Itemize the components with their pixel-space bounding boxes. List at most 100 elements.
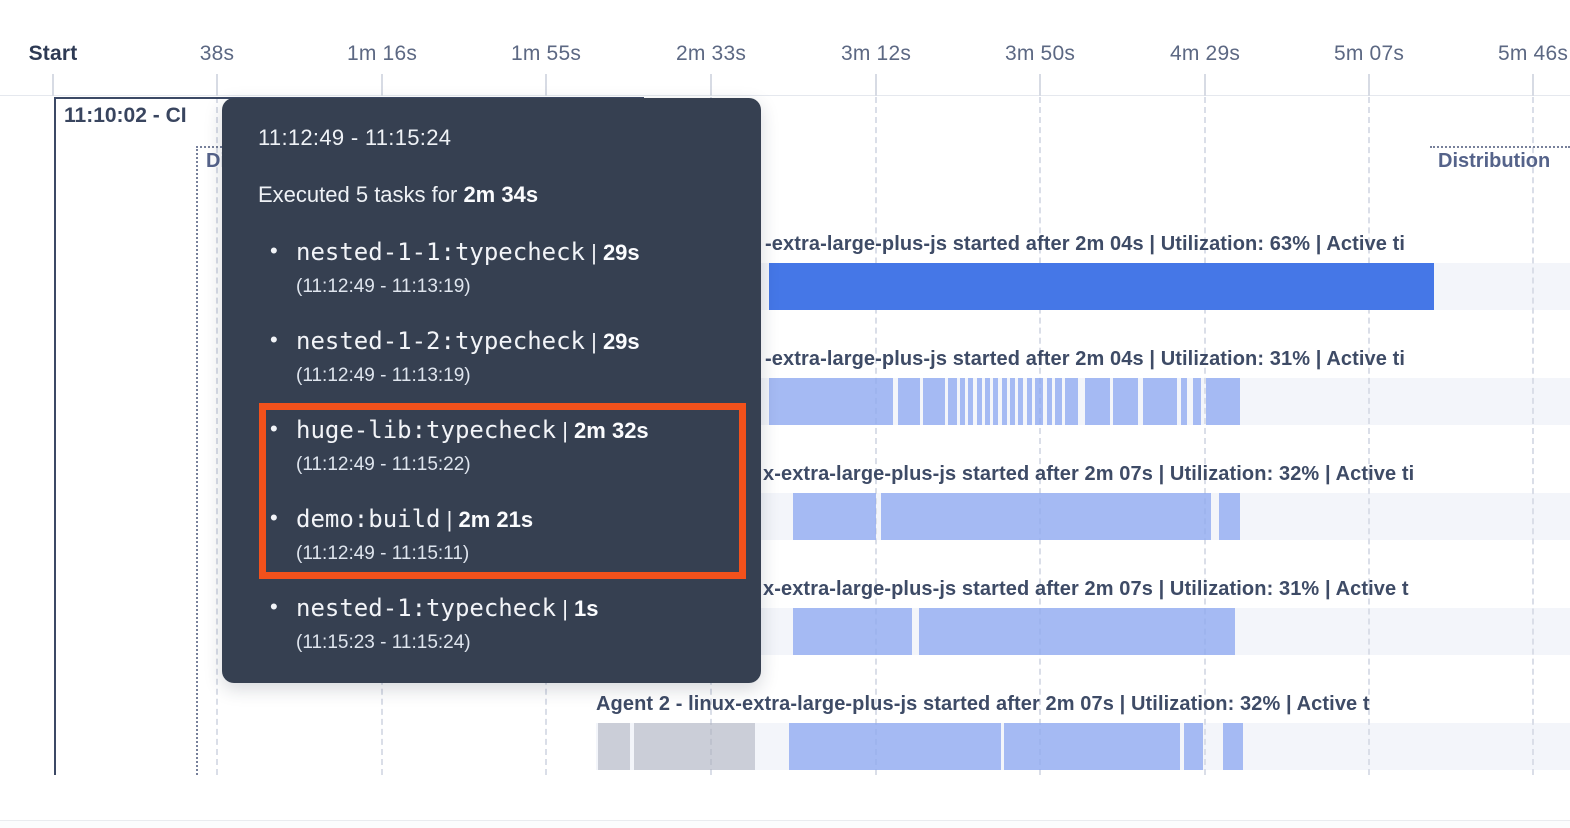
task-name-and-duration: nested-1-1:typecheck | 29s bbox=[296, 238, 640, 266]
task-name-and-duration: nested-1-2:typecheck | 29s bbox=[296, 327, 640, 355]
phase-label: Distribution bbox=[1438, 150, 1551, 172]
task-segment[interactable] bbox=[1027, 378, 1032, 425]
task-duration: 29s bbox=[602, 329, 640, 354]
idle-segment[interactable] bbox=[598, 723, 630, 770]
agent-row-label: -extra-large-plus-js started after 2m 04… bbox=[765, 233, 1406, 255]
task-segment[interactable] bbox=[1055, 378, 1062, 425]
axis-tick-label: 1m 16s bbox=[346, 42, 418, 65]
task-segment[interactable] bbox=[769, 263, 1434, 310]
task-segment[interactable] bbox=[960, 378, 965, 425]
axis-tick-mark bbox=[1039, 74, 1041, 96]
build-box-left-border bbox=[54, 97, 56, 775]
footer-divider bbox=[0, 820, 1570, 821]
separator: | bbox=[584, 329, 603, 354]
task-name-and-duration: nested-1:typecheck | 1s bbox=[296, 594, 599, 622]
axis-tick-mark bbox=[1532, 74, 1534, 96]
task-segment[interactable] bbox=[1184, 723, 1203, 770]
task-segment[interactable] bbox=[1181, 378, 1187, 425]
task-segment[interactable] bbox=[923, 378, 945, 425]
task-segment[interactable] bbox=[1065, 378, 1078, 425]
task-segment[interactable] bbox=[898, 378, 920, 425]
task-time-range: (11:15:23 - 11:15:24) bbox=[296, 632, 471, 653]
gridline bbox=[1368, 97, 1370, 775]
tooltip-summary: Executed 5 tasks for 2m 34s bbox=[258, 182, 538, 208]
task-segment[interactable] bbox=[1035, 378, 1043, 425]
task-segment[interactable] bbox=[993, 378, 998, 425]
task-segment[interactable] bbox=[1018, 378, 1023, 425]
idle-segment[interactable] bbox=[634, 723, 755, 770]
agent-row-label: Agent 2 - linux-extra-large-plus-js star… bbox=[596, 693, 1370, 715]
task-name-and-duration: demo:build | 2m 21s bbox=[296, 505, 533, 533]
task-segment[interactable] bbox=[769, 378, 893, 425]
tooltip-summary-duration: 2m 34s bbox=[463, 182, 539, 207]
task-segment[interactable] bbox=[985, 378, 990, 425]
task-segment[interactable] bbox=[1004, 723, 1180, 770]
task-duration: 2m 32s bbox=[574, 418, 649, 443]
task-segment[interactable] bbox=[1085, 378, 1110, 425]
task-segment[interactable] bbox=[1002, 378, 1007, 425]
task-time-range: (11:12:49 - 11:13:19) bbox=[296, 365, 471, 386]
phase-dotted-border bbox=[1430, 146, 1570, 148]
task-segment[interactable] bbox=[968, 378, 973, 425]
task-segment[interactable] bbox=[881, 493, 1211, 540]
task-name: nested-1:typecheck bbox=[296, 594, 557, 622]
gridline bbox=[1039, 97, 1041, 775]
footer-area bbox=[0, 821, 1570, 828]
bullet-icon: • bbox=[270, 594, 278, 619]
gridline bbox=[875, 97, 877, 775]
axis-tick-label: 5m 46s bbox=[1497, 42, 1569, 65]
axis-tick-label: 4m 29s bbox=[1169, 42, 1241, 65]
axis-tick-label: 2m 33s bbox=[675, 42, 747, 65]
task-duration: 1s bbox=[574, 596, 599, 621]
task-time-range: (11:12:49 - 11:13:19) bbox=[296, 276, 471, 297]
agent-row-label: x-extra-large-plus-js started after 2m 0… bbox=[763, 463, 1415, 485]
axis-tick-mark bbox=[1204, 74, 1206, 96]
agent-row-label: -extra-large-plus-js started after 2m 04… bbox=[765, 348, 1406, 370]
task-segment[interactable] bbox=[977, 378, 982, 425]
task-segment[interactable] bbox=[1143, 378, 1177, 425]
task-segment[interactable] bbox=[1047, 378, 1052, 425]
axis-tick-mark bbox=[52, 74, 54, 96]
bullet-icon: • bbox=[270, 416, 278, 441]
task-segment[interactable] bbox=[919, 608, 1235, 655]
task-segment[interactable] bbox=[1219, 493, 1240, 540]
axis-tick-label: Start bbox=[28, 42, 78, 65]
task-name: nested-1-2:typecheck bbox=[296, 327, 585, 355]
task-duration: 2m 21s bbox=[458, 507, 534, 532]
task-duration: 29s bbox=[602, 240, 640, 265]
task-segment[interactable] bbox=[948, 378, 957, 425]
task-segment[interactable] bbox=[793, 493, 876, 540]
task-name: huge-lib:typecheck bbox=[296, 416, 557, 444]
task-segment[interactable] bbox=[1193, 378, 1201, 425]
bullet-icon: • bbox=[270, 238, 278, 263]
axis-tick-label: 1m 55s bbox=[510, 42, 582, 65]
separator: | bbox=[556, 418, 575, 443]
separator: | bbox=[556, 596, 575, 621]
gridline bbox=[1532, 97, 1534, 775]
task-segment[interactable] bbox=[1010, 378, 1015, 425]
agent-row-label: x-extra-large-plus-js started after 2m 0… bbox=[763, 578, 1409, 600]
axis-tick-label: 38s bbox=[199, 42, 235, 65]
bullet-icon: • bbox=[270, 327, 278, 352]
task-tooltip: 11:12:49 - 11:15:24 Executed 5 tasks for… bbox=[222, 98, 761, 683]
axis-baseline bbox=[0, 95, 1570, 96]
axis-tick-label: 3m 12s bbox=[840, 42, 912, 65]
task-segment[interactable] bbox=[1206, 378, 1240, 425]
task-segment[interactable] bbox=[1113, 378, 1138, 425]
tooltip-time-range: 11:12:49 - 11:15:24 bbox=[258, 125, 452, 150]
axis-tick-mark bbox=[216, 74, 218, 96]
task-segment[interactable] bbox=[1223, 723, 1243, 770]
axis-tick-mark bbox=[875, 74, 877, 96]
task-time-range: (11:12:49 - 11:15:22) bbox=[296, 454, 471, 475]
task-segment[interactable] bbox=[789, 723, 1001, 770]
gridline bbox=[1204, 97, 1206, 775]
task-segment[interactable] bbox=[793, 608, 912, 655]
task-name: nested-1-1:typecheck bbox=[296, 238, 585, 266]
axis-tick-mark bbox=[710, 74, 712, 96]
separator: | bbox=[440, 507, 459, 532]
phase-dotted-border-left bbox=[196, 146, 198, 775]
bullet-icon: • bbox=[270, 505, 278, 530]
axis-tick-mark bbox=[381, 74, 383, 96]
axis-tick-label: 3m 50s bbox=[1004, 42, 1076, 65]
